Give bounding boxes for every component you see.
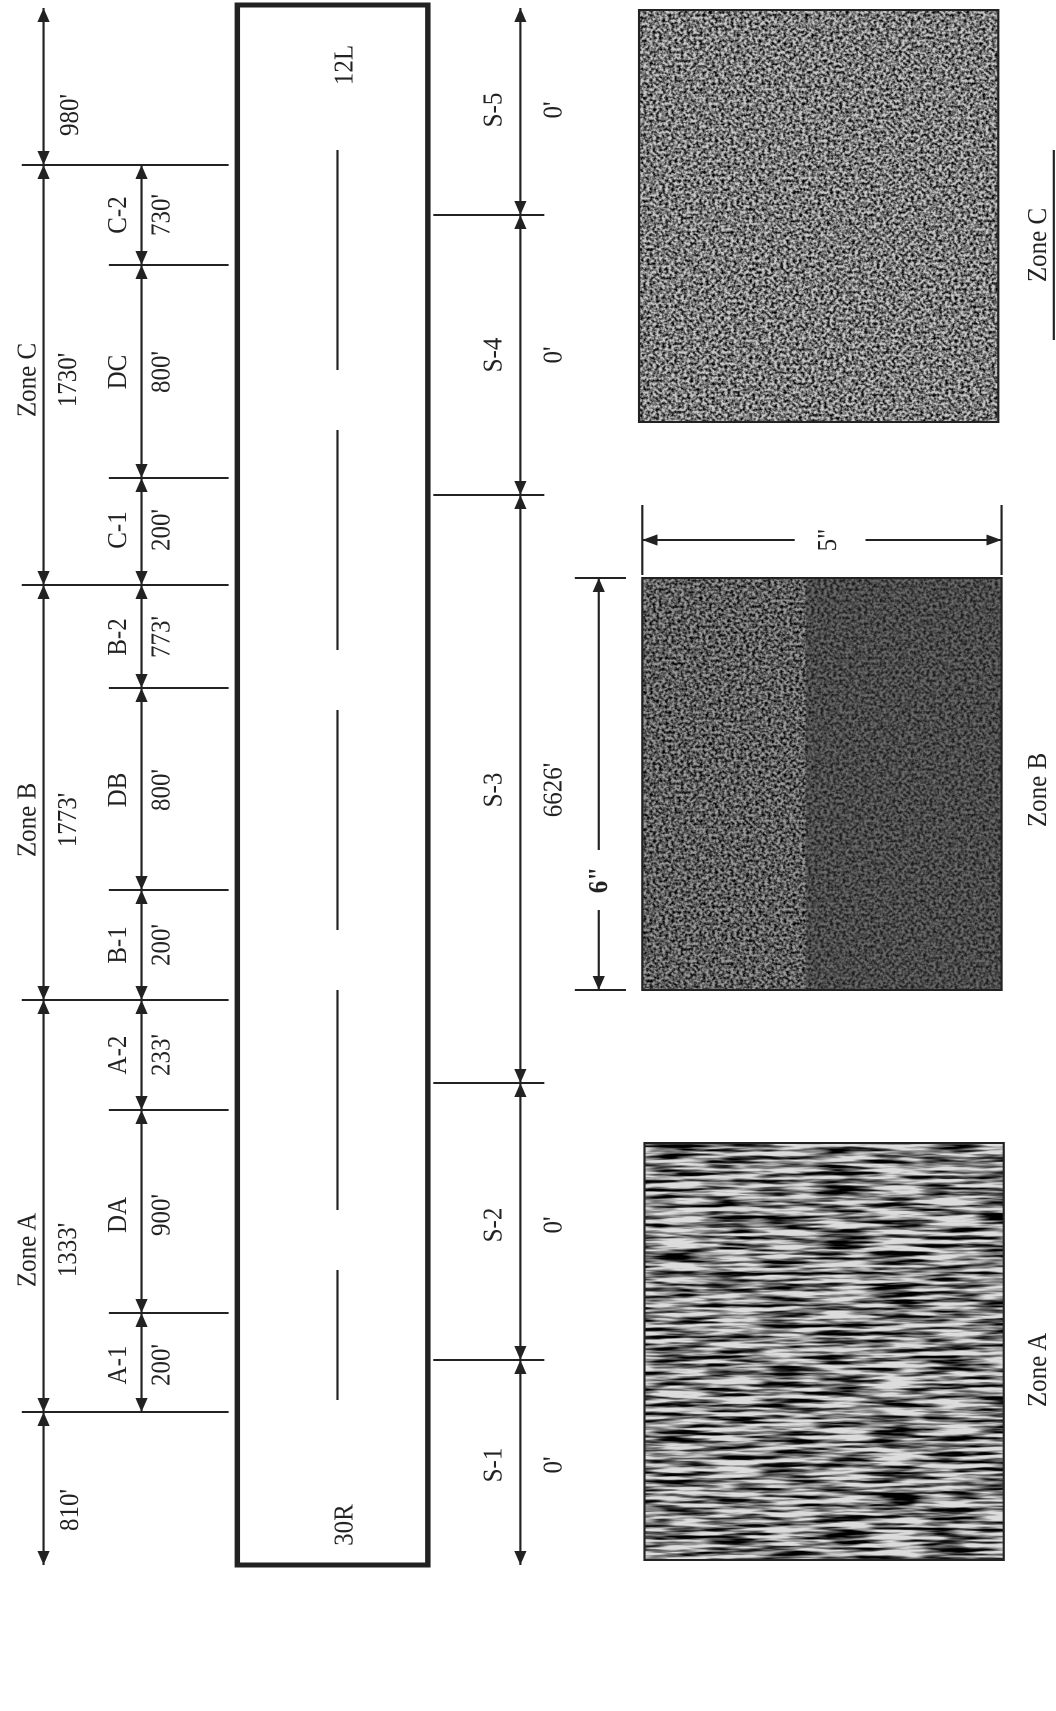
section-label: S-4 (478, 338, 508, 373)
photo-frame (637, 9, 1000, 423)
photo-label: Zone C (1022, 208, 1052, 282)
zone-length: 1773' (52, 793, 82, 848)
end-length: 980' (54, 94, 84, 136)
segment-length: 800' (146, 351, 176, 393)
segment-label: C-1 (102, 511, 132, 548)
end-length: 810' (54, 1489, 84, 1531)
runway-end: 12L (328, 45, 358, 85)
segment-length: 773' (146, 616, 176, 658)
runway-end: 30R (328, 1504, 358, 1546)
section-length: 0' (538, 1456, 568, 1473)
segment-length: 200' (146, 1344, 176, 1386)
segment-label: C-2 (102, 196, 132, 233)
segment-label: DB (102, 773, 132, 808)
segment-label: DA (102, 1197, 132, 1233)
section-label: S-3 (478, 773, 508, 808)
photo-texture (644, 1143, 1004, 1560)
zone-length: 1333' (52, 1223, 82, 1278)
section-length: 6626' (538, 763, 568, 818)
section-length: 0' (538, 1216, 568, 1233)
zone-label: Zone C (12, 343, 42, 417)
dimension-label: 6" (583, 867, 613, 893)
segment-length: 800' (146, 769, 176, 811)
section-label: S-1 (478, 1448, 508, 1483)
segment-length: 900' (146, 1194, 176, 1236)
segment-label: B-1 (102, 926, 132, 963)
section-length: 0' (538, 346, 568, 363)
section-label: S-2 (478, 1208, 508, 1243)
segment-length: 200' (146, 924, 176, 966)
photo-frame (643, 1142, 1005, 1561)
zone-label: Zone B (12, 783, 42, 857)
segment-label: DC (102, 355, 132, 390)
dimension-label: 5" (812, 529, 842, 552)
photo-frame (641, 577, 1003, 991)
photo-texture (642, 578, 1002, 990)
zone-length: 1730' (52, 353, 82, 408)
segment-length: 730' (146, 194, 176, 236)
segment-label: A-2 (102, 1036, 132, 1075)
segment-label: B-2 (102, 618, 132, 655)
zone-label: Zone A (12, 1213, 42, 1287)
photo-texture (639, 10, 999, 422)
photo-label: Zone A (1022, 1333, 1052, 1407)
segment-label: A-1 (102, 1346, 132, 1385)
section-length: 0' (538, 101, 568, 118)
segment-length: 200' (146, 509, 176, 551)
segment-length: 233' (146, 1034, 176, 1076)
photo-dark-half (805, 578, 1002, 990)
runway (234, 2, 431, 1568)
photo-label: Zone B (1022, 753, 1052, 827)
section-label: S-5 (478, 93, 508, 128)
